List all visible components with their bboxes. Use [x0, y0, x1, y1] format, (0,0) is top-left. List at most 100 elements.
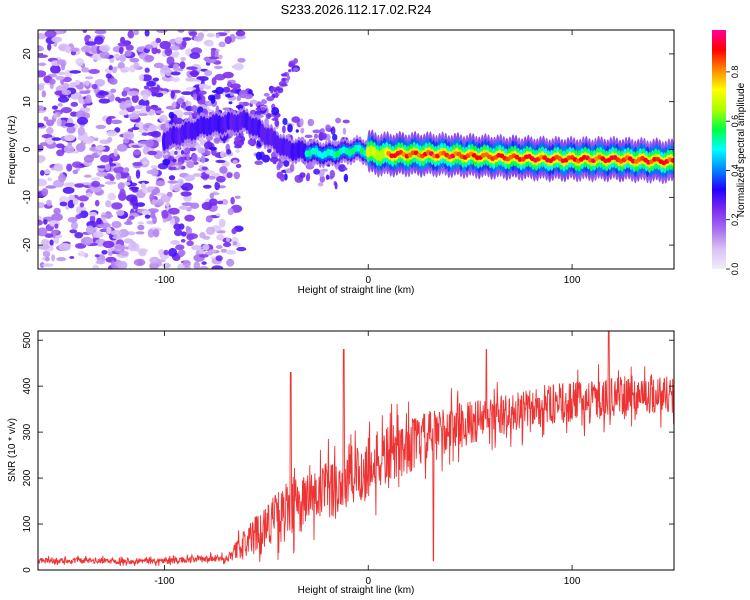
spectrogram-noise-blob [161, 75, 174, 82]
spectrogram-noise-blob [111, 221, 122, 229]
snr-panel: -100 0 100 0 100 200 300 400 500 Height of stra… [7, 330, 675, 596]
spectrogram-noise-blob [82, 30, 88, 33]
spectrogram-noise-blob [155, 110, 164, 114]
spectrogram-noise-blob [211, 265, 224, 269]
spectrogram-noise-blob [153, 107, 162, 111]
spectrogram-scatter-blob [338, 164, 346, 172]
spectrogram-noise-blob [150, 211, 156, 219]
spectrogram-noise-blob [124, 221, 133, 225]
spectrogram-noise-blob [52, 105, 58, 110]
spectrogram-noise-blob [127, 90, 140, 97]
spectrogram-ylabel: Frequency (Hz) [7, 116, 18, 185]
spectrogram-noise-blob [104, 181, 117, 185]
spectrogram-noise-blob [51, 254, 56, 262]
spectrogram-noise-blob [203, 184, 212, 189]
spectrogram-scatter-blob [299, 118, 304, 127]
spectrogram-noise-blob [111, 202, 123, 210]
spectrogram-noise-blob [150, 165, 158, 169]
spectrogram-noise-blob [83, 154, 94, 163]
spectrogram-noise-blob [94, 30, 107, 35]
spectrogram-noise-blob [129, 196, 138, 206]
spectrogram-noise-blob [114, 245, 125, 250]
spectrogram-noise-blob [167, 180, 178, 184]
spectrogram-noise-blob [47, 177, 52, 181]
spectrogram-noise-blob [72, 169, 79, 175]
spectrogram-noise-blob [125, 44, 134, 51]
spectrogram-noise-blob [113, 148, 118, 157]
spectrogram-scatter-blob [317, 182, 324, 187]
spectrogram-noise-blob [149, 256, 161, 264]
spectrogram-scatter-blob [215, 86, 225, 95]
spectrogram-noise-blob [117, 42, 130, 47]
spectrogram-noise-blob [177, 30, 185, 33]
spectrogram-noise-blob [169, 182, 174, 192]
spectrogram-noise-blob [220, 248, 228, 253]
spectrogram-noise-blob [186, 233, 195, 241]
spectrogram-scatter-blob [174, 150, 178, 155]
spectrogram-scatter-blob [223, 152, 228, 157]
spectrogram-scatter-blob [170, 166, 177, 171]
spectrogram-noise-blob [51, 137, 62, 141]
spectrogram-noise-blob [118, 110, 129, 116]
spectrogram-scatter-blob [342, 127, 347, 135]
spectrogram-noise-blob [235, 149, 241, 153]
spectrogram-noise-blob [113, 166, 125, 174]
spectrogram-noise-blob [131, 186, 139, 193]
spectrogram-noise-blob [105, 200, 112, 208]
spectrogram-noise-blob [71, 161, 83, 168]
spectrogram-noise-blob [77, 251, 86, 257]
spectrogram-scatter-blob [282, 125, 286, 134]
spectrogram-scatter-blob [342, 119, 350, 124]
spectrogram-noise-blob [45, 185, 57, 189]
spectrogram-noise-blob [191, 245, 202, 251]
spectrogram-noise-blob [76, 206, 82, 214]
spectrogram-noise-blob [117, 62, 125, 69]
spectrogram-noise-blob [222, 71, 234, 79]
spectrogram-noise-blob [151, 46, 158, 55]
spectrogram-noise-blob [169, 150, 176, 157]
spectrogram-noise-blob [63, 145, 75, 154]
spectrogram-noise-blob [177, 114, 183, 119]
spectrogram-noise-blob [141, 74, 152, 82]
spectrogram-noise-blob [137, 224, 145, 231]
spectrogram-noise-blob [46, 199, 52, 207]
spectrogram-noise-blob [62, 82, 70, 90]
spectrogram-noise-blob [56, 149, 65, 157]
spectrogram-scatter-blob [343, 173, 349, 183]
spectrogram-scatter-blob [325, 124, 331, 132]
spectrogram-noise-blob [113, 53, 120, 59]
spectrogram-noise-blob [38, 219, 43, 226]
spectrogram-noise-blob [70, 101, 79, 107]
spectrogram-scatter-blob [192, 93, 198, 100]
spectrogram-scatter-blob [287, 124, 293, 133]
spectrogram-noise-blob [131, 94, 139, 103]
spectrogram-noise-blob [117, 261, 128, 269]
spectrogram-scatter-blob [277, 161, 283, 169]
spectrogram-noise-blob [99, 51, 110, 59]
spectrogram-scatter-blob [300, 127, 305, 134]
spectrogram-noise-blob [233, 63, 244, 71]
spectrogram-noise-blob [180, 191, 192, 197]
spectrogram-noise-blob [51, 36, 63, 43]
snr-frame [37, 330, 675, 571]
spectrogram-noise-blob [144, 67, 150, 73]
spectrogram-noise-blob [173, 223, 181, 230]
spectrogram-noise-blob [181, 182, 194, 191]
spectrogram-scatter-blob [291, 116, 301, 123]
spectrogram-noise-blob [38, 62, 47, 67]
spectrogram-noise-blob [158, 136, 163, 142]
spectrogram-noise-blob [94, 36, 104, 45]
spectrogram-noise-blob [148, 124, 158, 132]
spectrogram-noise-blob [49, 239, 54, 246]
spectrogram-noise-blob [91, 180, 101, 188]
spectrogram-noise-blob [79, 90, 91, 95]
spectrogram-streak-blob [280, 73, 288, 77]
spectrogram-noise-blob [215, 245, 223, 249]
spectrogram-noise-blob [89, 185, 102, 193]
spectrogram-noise-blob [95, 146, 106, 151]
spectrogram-noise-blob [188, 31, 198, 37]
spectrogram-noise-blob [215, 255, 223, 262]
spectrogram-noise-blob [76, 116, 89, 125]
colorbar-label: Normalized spectral amplitude [736, 82, 747, 217]
spectrogram-noise-blob [175, 36, 183, 44]
